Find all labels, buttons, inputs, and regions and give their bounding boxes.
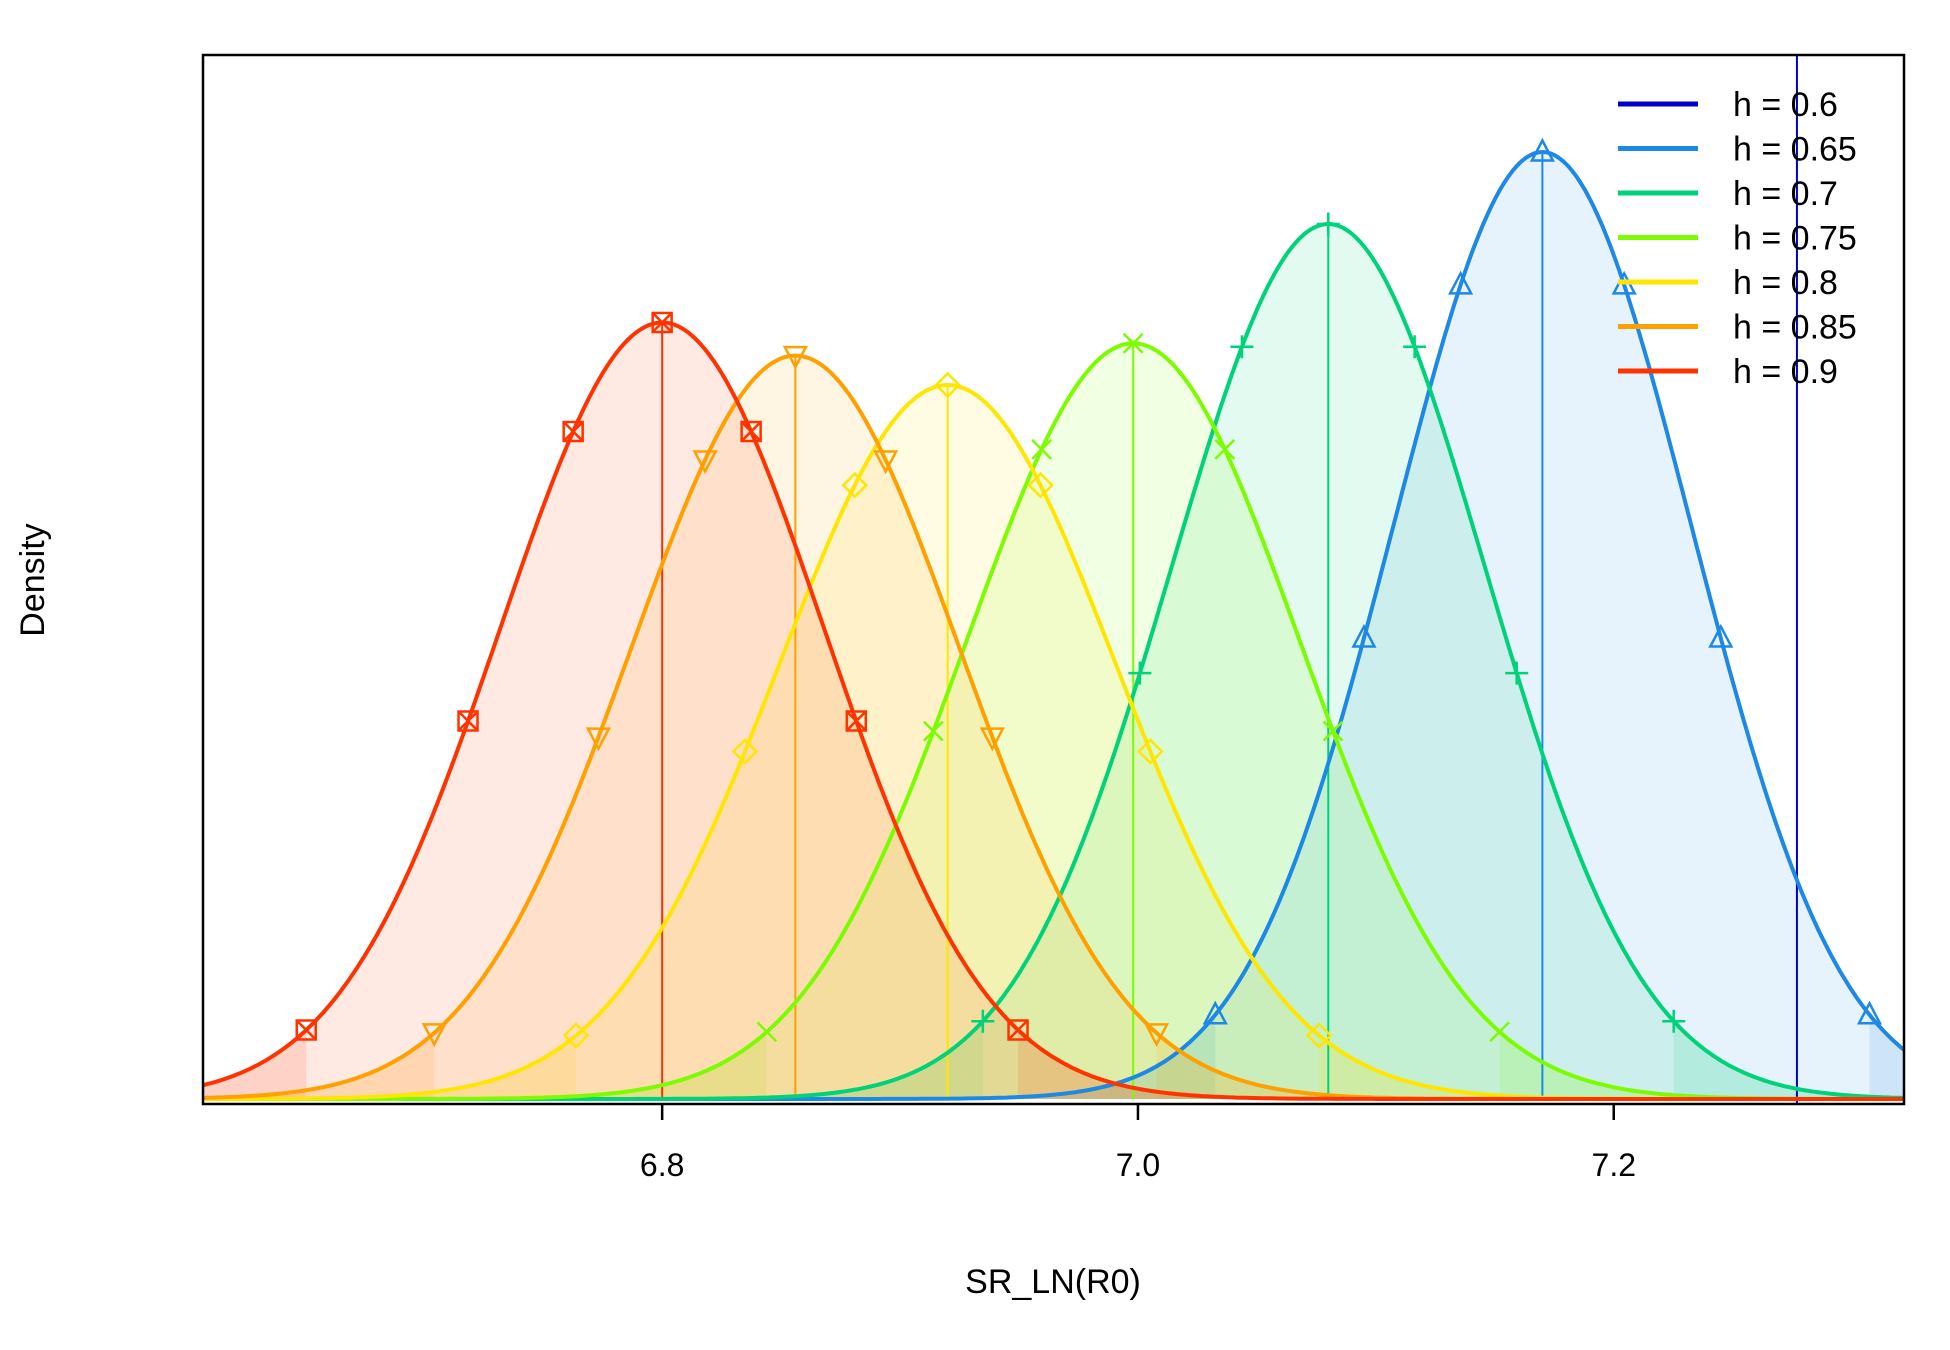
marker-h-0-8-6 <box>1305 1022 1333 1049</box>
marker-h-0-65-2 <box>1448 270 1474 295</box>
tail-fill-h-0-85-1 <box>1156 1032 1904 1099</box>
x-tick-label-2: 7.2 <box>1592 1147 1636 1183</box>
tail-fill-h-0-65-0 <box>203 1014 1216 1099</box>
x-tick-label-0: 6.8 <box>640 1147 684 1183</box>
tail-fill-h-0-75-0 <box>203 1031 767 1099</box>
plot-frame <box>201 53 1906 1106</box>
marker-h-0-9-6 <box>1007 1019 1029 1041</box>
marker-h-0-75-1 <box>922 720 944 742</box>
legend-label-h-0-75: h = 0.75 <box>1733 220 1857 258</box>
curve-h-0-75 <box>203 341 1904 1101</box>
y-axis-label: Density <box>14 523 52 636</box>
marker-h-0-7-4 <box>1403 335 1427 359</box>
fill-h-0-9 <box>203 322 1904 1099</box>
marker-h-0-85-0 <box>421 1023 447 1048</box>
legend-label-h-0-65: h = 0.65 <box>1733 131 1857 169</box>
fill-h-0-8 <box>203 385 1904 1099</box>
marker-h-0-65-6 <box>1856 1000 1883 1025</box>
marker-h-0-9-1 <box>457 710 479 732</box>
fill-h-0-85 <box>203 355 1904 1100</box>
curve-h-0-9 <box>203 320 1904 1101</box>
legend-label-h-0-6: h = 0.6 <box>1733 86 1838 124</box>
marker-h-0-9-5 <box>845 710 868 732</box>
fill-h-0-7 <box>203 224 1904 1099</box>
marker-h-0-65-3 <box>1529 137 1555 162</box>
marker-h-0-8-0 <box>562 1022 590 1049</box>
marker-h-0-7-2 <box>1230 335 1254 359</box>
marker-h-0-8-3 <box>934 371 961 399</box>
marker-h-0-85-1 <box>585 727 611 752</box>
legend-label-h-0-85: h = 0.85 <box>1733 309 1857 347</box>
marker-h-0-7-6 <box>1662 1009 1686 1033</box>
legend-label-h-0-8: h = 0.8 <box>1733 264 1838 302</box>
marker-h-0-85-4 <box>873 450 899 475</box>
density-curves <box>203 150 1904 1101</box>
marker-h-0-9-0 <box>295 1019 317 1041</box>
tail-fill-h-0-85-0 <box>203 1032 435 1099</box>
tail-fill-h-0-9-1 <box>1018 1029 1904 1099</box>
marker-h-0-9-4 <box>740 420 762 443</box>
marker-h-0-7-3 <box>1316 212 1340 236</box>
marker-h-0-65-5 <box>1708 623 1734 648</box>
x-tick-label-1: 7.0 <box>1116 1147 1160 1183</box>
tail-fill-h-0-65-1 <box>1869 1014 1904 1099</box>
marker-h-0-75-0 <box>756 1021 778 1043</box>
marker-h-0-8-5 <box>1137 738 1164 765</box>
marker-h-0-9-2 <box>562 420 584 443</box>
legend-label-h-0-7: h = 0.7 <box>1733 175 1838 213</box>
marker-h-0-8-4 <box>1027 471 1054 499</box>
marker-h-0-8-2 <box>841 471 869 499</box>
marker-h-0-85-5 <box>979 727 1005 752</box>
marker-h-0-9-3 <box>651 311 673 334</box>
tail-fill-h-0-75-1 <box>1499 1031 1904 1099</box>
marker-h-0-85-2 <box>692 450 718 475</box>
legend-label-h-0-9: h = 0.9 <box>1733 353 1838 391</box>
marker-h-0-8-1 <box>731 738 759 765</box>
marker-h-0-65-0 <box>1202 1000 1228 1025</box>
tail-fill-h-0-7-0 <box>203 1021 983 1099</box>
marker-h-0-85-3 <box>782 345 808 370</box>
marker-h-0-75-5 <box>1322 720 1344 742</box>
x-axis-label: SR_LN(R0) <box>965 1263 1141 1301</box>
tail-fill-h-0-7-1 <box>1673 1021 1904 1099</box>
fill-h-0-65 <box>203 152 1904 1099</box>
marker-h-0-7-5 <box>1505 661 1529 685</box>
marker-h-0-85-6 <box>1143 1023 1170 1048</box>
marker-h-0-75-6 <box>1489 1021 1510 1043</box>
marker-h-0-75-4 <box>1214 438 1236 460</box>
marker-h-0-7-0 <box>971 1009 995 1033</box>
tail-fill-h-0-9-0 <box>203 1029 307 1099</box>
marker-h-0-75-3 <box>1122 332 1144 354</box>
marker-h-0-75-2 <box>1031 438 1052 460</box>
marker-h-0-7-1 <box>1128 661 1152 685</box>
density-fills <box>203 152 1904 1100</box>
legend: h = 0.6 h = 0.65 h = 0.7 h = 0.75 h = 0.8 h =… <box>1618 86 1857 391</box>
fill-h-0-75 <box>203 343 1904 1099</box>
x-axis: 6.8 7.0 7.2 <box>640 1104 1636 1183</box>
tail-fill-h-0-8-1 <box>1319 1035 1904 1099</box>
mean-lines <box>661 55 1798 1104</box>
marker-h-0-65-1 <box>1351 623 1377 648</box>
